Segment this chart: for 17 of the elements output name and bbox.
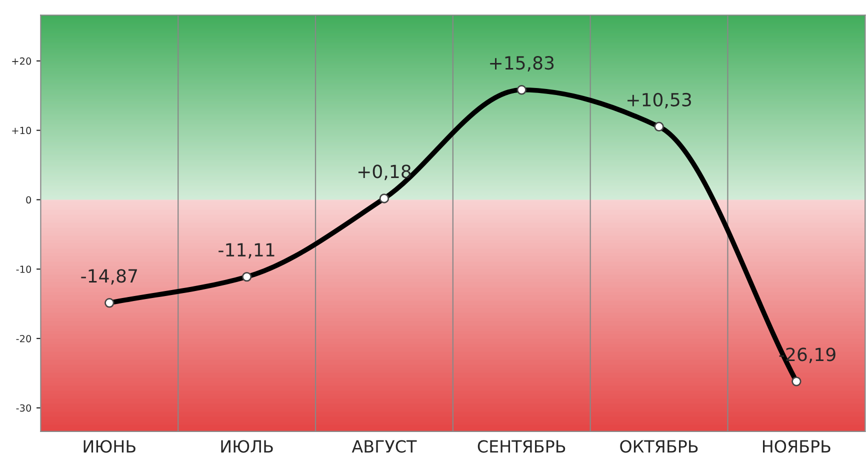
data-label: -14,87 xyxy=(81,269,137,285)
y-tick-label: 0 xyxy=(26,196,32,204)
data-label: +15,83 xyxy=(490,56,554,72)
x-tick-label: ИЮНЬ xyxy=(84,440,136,453)
y-tick-label: -20 xyxy=(16,334,32,342)
data-label: -11,11 xyxy=(218,243,274,258)
y-tick-label: +20 xyxy=(12,57,32,65)
y-tick-label: +10 xyxy=(12,126,32,134)
y-tick-label: -10 xyxy=(16,266,32,273)
x-tick-label: АВГУСТ xyxy=(352,440,417,453)
x-tick-label: НОЯБРЬ xyxy=(762,440,830,453)
x-tick-label: ОКТЯБРЬ xyxy=(620,440,698,453)
data-label: +10,53 xyxy=(628,92,691,108)
x-tick-label: СЕНТЯБРЬ xyxy=(478,440,566,453)
y-tick-label: -30 xyxy=(16,404,32,412)
data-label: +0,18 xyxy=(358,164,411,180)
x-tick-label: ИЮЛЬ xyxy=(221,440,273,453)
